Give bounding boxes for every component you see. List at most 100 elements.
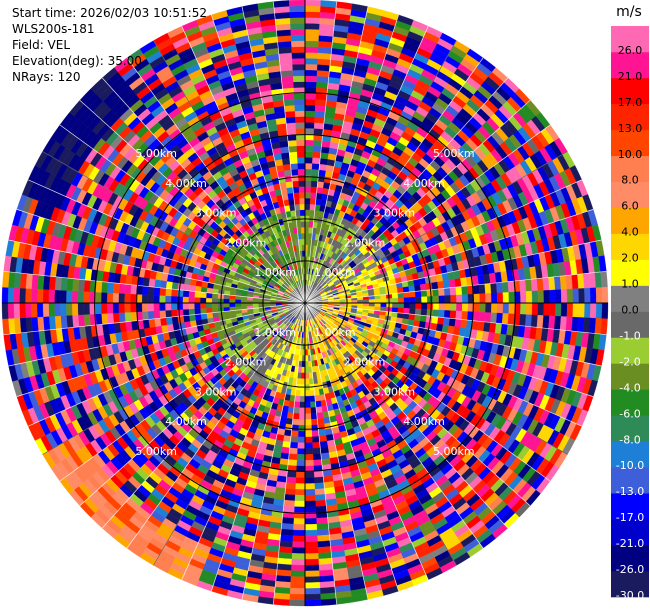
velocity-gate (508, 291, 515, 304)
velocity-gate (130, 284, 138, 295)
velocity-gate (449, 310, 457, 320)
velocity-gate (314, 494, 326, 501)
velocity-gate (292, 412, 300, 420)
velocity-gate (284, 494, 296, 501)
velocity-gate (536, 277, 544, 291)
velocity-gate (374, 302, 381, 308)
velocity-gate (304, 46, 319, 53)
velocity-gate (304, 506, 317, 513)
velocity-gate (318, 429, 327, 437)
velocity-gate (310, 180, 318, 188)
velocity-gate (304, 11, 321, 19)
velocity-gate (281, 446, 290, 454)
velocity-gate (496, 312, 503, 324)
velocity-gate (316, 81, 329, 89)
velocity-gate (310, 401, 317, 408)
velocity-gate (320, 152, 329, 160)
velocity-gate (315, 499, 327, 507)
velocity-gate (288, 447, 298, 455)
velocity-gate (297, 436, 306, 444)
velocity-gate (293, 506, 306, 513)
velocity-gate (107, 312, 114, 324)
velocity-gate (478, 311, 486, 323)
velocity-gate (461, 294, 469, 304)
velocity-gate (317, 46, 332, 54)
velocity-gate (296, 448, 306, 455)
velocity-gate (319, 157, 328, 166)
velocity-gate (520, 302, 527, 315)
velocity-gate (95, 302, 102, 315)
velocity-gate (211, 297, 218, 304)
velocity-gate (293, 518, 306, 525)
velocity-gate (304, 413, 312, 420)
velocity-gate (107, 282, 114, 294)
velocity-gate (299, 401, 306, 409)
velocity-gate (19, 302, 26, 319)
velocity-gate (83, 279, 91, 292)
velocity-gate (124, 311, 132, 323)
velocity-gate (188, 290, 196, 298)
velocity-gate (304, 425, 312, 432)
velocity-gate (200, 286, 208, 293)
velocity-gate (425, 315, 433, 324)
velocity-gate (118, 302, 125, 313)
velocity-gate (289, 441, 298, 449)
velocity-gate (426, 289, 434, 297)
velocity-gate (461, 302, 469, 312)
velocity-gate (286, 470, 297, 478)
velocity-gate (101, 313, 109, 325)
velocity-gate (188, 314, 196, 322)
velocity-gate (320, 446, 329, 454)
velocity-gate (304, 221, 310, 228)
velocity-gate (159, 310, 167, 319)
velocity-gate (292, 535, 306, 543)
velocity-gate (315, 99, 327, 107)
velocity-gate (299, 390, 306, 397)
velocity-gate (491, 292, 498, 304)
velocity-gate (317, 64, 331, 72)
velocity-gate (304, 576, 320, 583)
velocity-gate (559, 316, 568, 331)
velocity-gate (304, 238, 309, 245)
velocity-gate (283, 429, 292, 437)
velocity-gate (71, 290, 79, 304)
velocity-gate (130, 302, 137, 313)
velocity-gate (285, 482, 296, 490)
velocity-gate (279, 534, 293, 542)
velocity-gate (291, 424, 299, 432)
velocity-gate (100, 292, 108, 304)
velocity-gate (311, 174, 319, 182)
velocity-gate (317, 175, 326, 183)
velocity-gate (297, 430, 306, 438)
velocity-gate (316, 528, 330, 536)
velocity-gate (304, 186, 312, 193)
velocity-gate (100, 302, 108, 314)
velocity-gate (316, 517, 329, 525)
velocity-gate (543, 302, 550, 316)
velocity-gate (176, 289, 184, 297)
velocity-gate (171, 316, 179, 325)
velocity-gate (304, 390, 311, 397)
velocity-gate (290, 430, 299, 437)
velocity-gate (165, 288, 172, 297)
velocity-gate (432, 288, 439, 297)
velocity-gate (240, 302, 247, 307)
velocity-gate (124, 302, 131, 313)
velocity-gate (194, 297, 201, 304)
velocity-gate (304, 180, 312, 187)
velocity-gate (319, 440, 328, 449)
velocity-gate (2, 271, 10, 288)
velocity-gate (234, 299, 242, 304)
velocity-gate (548, 276, 556, 291)
velocity-gate (194, 291, 201, 298)
velocity-gate (48, 276, 56, 291)
velocity-gate (206, 312, 214, 319)
velocity-gate (154, 318, 162, 327)
velocity-gate (431, 281, 439, 290)
velocity-gate (65, 290, 73, 304)
velocity-gate (301, 366, 306, 374)
velocity-gate (530, 314, 538, 328)
velocity-gate (171, 309, 178, 318)
velocity-gate (304, 23, 320, 30)
